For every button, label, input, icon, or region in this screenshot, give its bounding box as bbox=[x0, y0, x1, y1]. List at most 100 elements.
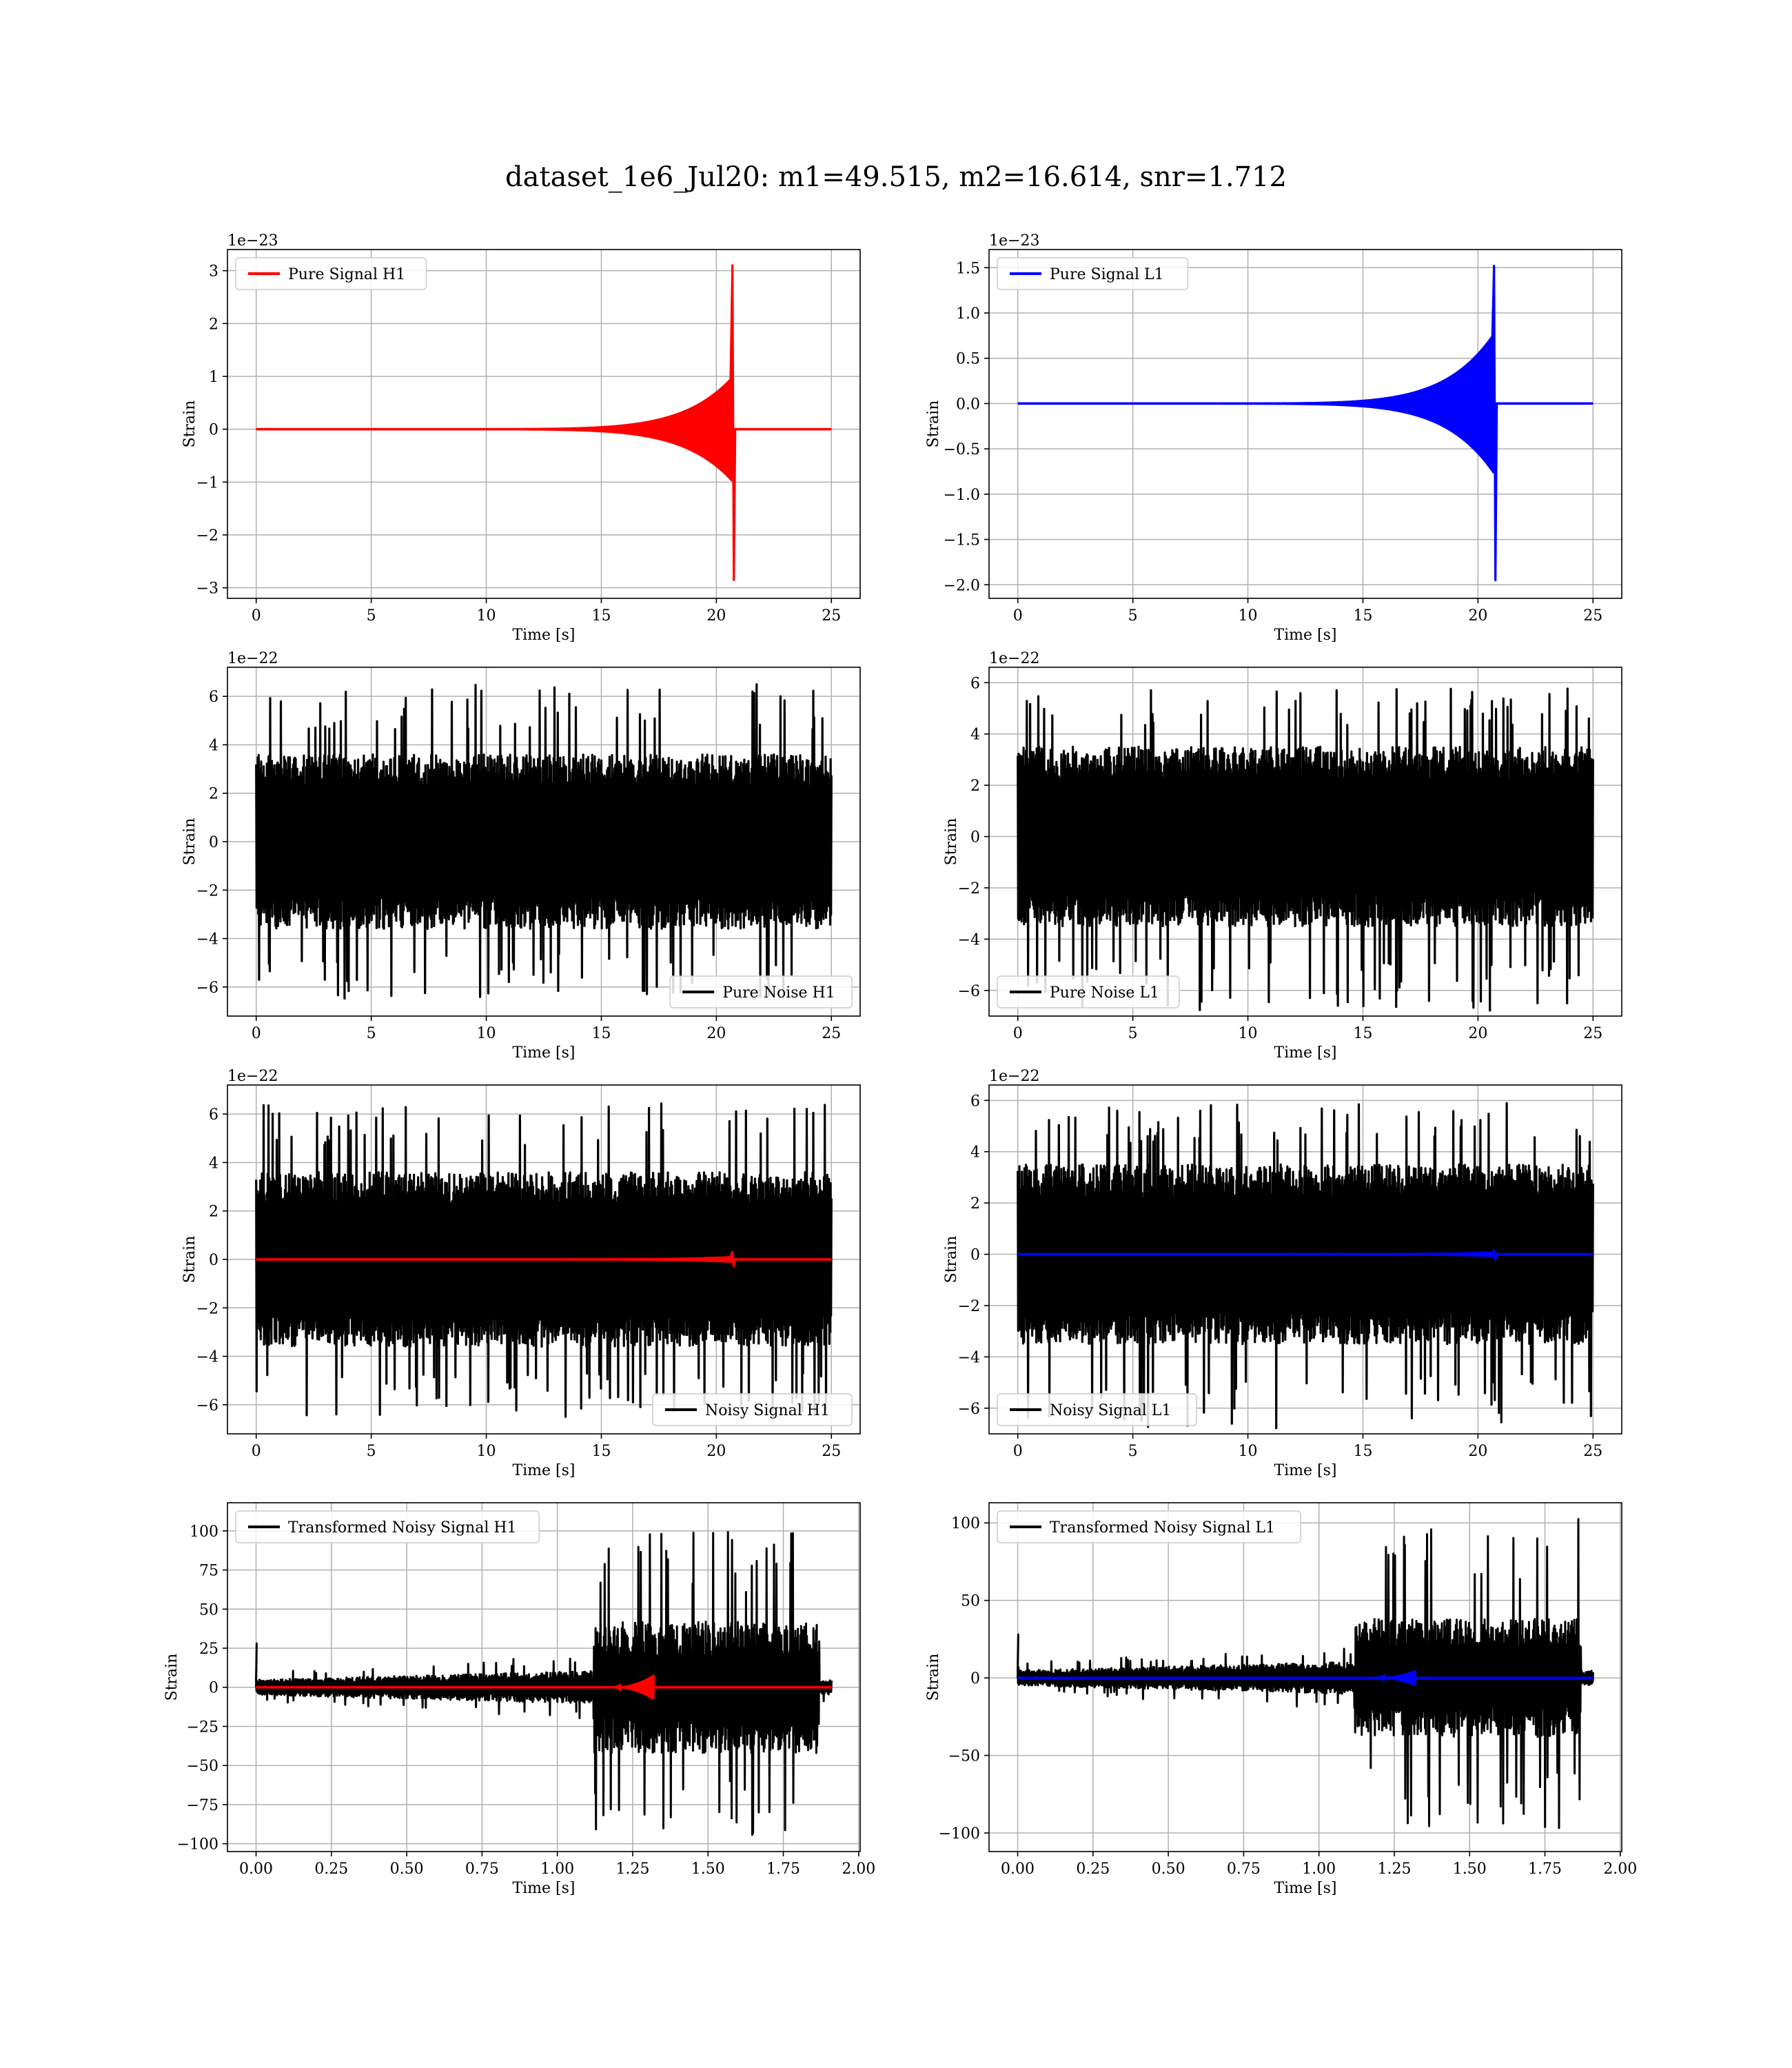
transformed-noisy-signal-l1-xtick-label-3: 0.75 bbox=[1227, 1861, 1261, 1878]
transformed-noisy-signal-h1-xtick-label-0: 0.00 bbox=[239, 1861, 273, 1878]
transformed-noisy-signal-h1-ytick-label-4: 0 bbox=[209, 1680, 218, 1697]
noisy-signal-l1-series-0 bbox=[1017, 1102, 1594, 1430]
pure-noise-l1-ytick-label-6: 6 bbox=[970, 675, 980, 692]
pure-signal-h1-xtick-label-5: 25 bbox=[822, 607, 841, 625]
noisy-signal-l1-xtick-label-0: 0 bbox=[1013, 1443, 1023, 1460]
pure-signal-h1-xlabel: Time [s] bbox=[512, 627, 575, 644]
transformed-noisy-signal-l1-frame bbox=[988, 1502, 1622, 1852]
noisy-signal-h1-axes: 0 5 10 15 20 25 −6 −4 −2 0 2 4 6 Time [s] Strain 1e−22 N… bbox=[181, 1068, 861, 1479]
pure-noise-h1-xtick-label-3: 15 bbox=[591, 1025, 611, 1042]
noisy-signal-h1-ytick-label-3: 0 bbox=[209, 1252, 218, 1269]
pure-signal-l1-ylabel: Strain bbox=[925, 401, 942, 448]
pure-signal-h1-ytick-label-5: 2 bbox=[209, 316, 218, 333]
pure-noise-l1-xtick-label-5: 25 bbox=[1583, 1025, 1602, 1042]
pure-signal-h1-ytick-label-3: 0 bbox=[209, 422, 218, 439]
pure-signal-h1-offset-text: 1e−23 bbox=[227, 232, 278, 250]
pure-noise-l1-legend-label: Pure Noise L1 bbox=[1050, 984, 1159, 1002]
noisy-signal-l1-ytick-label-0: −6 bbox=[958, 1401, 980, 1418]
pure-signal-h1-ytick-label-4: 1 bbox=[209, 369, 218, 386]
noisy-signal-h1-xlabel: Time [s] bbox=[512, 1462, 575, 1479]
noisy-signal-l1-ytick-label-3: 0 bbox=[970, 1247, 980, 1264]
pure-noise-l1-xlabel: Time [s] bbox=[1274, 1044, 1336, 1062]
pure-noise-l1-xtick-label-4: 20 bbox=[1468, 1025, 1487, 1042]
pure-signal-h1-xtick-label-2: 10 bbox=[477, 607, 496, 625]
transformed-noisy-signal-l1-ylabel: Strain bbox=[925, 1654, 942, 1701]
pure-signal-h1-legend: Pure Signal H1 bbox=[235, 257, 427, 290]
pure-signal-h1-xtick-label-1: 5 bbox=[367, 607, 376, 625]
pure-signal-l1-ytick-label-2: −1.0 bbox=[944, 487, 980, 504]
transformed-noisy-signal-h1-axes: 0.00 0.25 0.50 0.75 1.00 1.25 1.50 1.75 2.00 −100… bbox=[163, 1502, 875, 1897]
transformed-noisy-signal-h1-xtick-label-1: 0.25 bbox=[314, 1861, 348, 1878]
noisy-signal-h1-plot-area bbox=[255, 1102, 833, 1418]
transformed-noisy-signal-h1-ytick-label-0: −100 bbox=[177, 1836, 218, 1854]
pure-noise-h1-xtick-label-4: 20 bbox=[706, 1025, 726, 1042]
transformed-noisy-signal-h1-series-1 bbox=[609, 1674, 655, 1700]
pure-noise-h1-xtick-label-1: 5 bbox=[367, 1025, 376, 1042]
pure-signal-h1-xtick-label-3: 15 bbox=[591, 607, 611, 625]
transformed-noisy-signal-l1-axes: 0.00 0.25 0.50 0.75 1.00 1.25 1.50 1.75 2.00 −100… bbox=[925, 1502, 1637, 1897]
noisy-signal-l1-xtick-label-3: 15 bbox=[1353, 1443, 1372, 1460]
transformed-noisy-signal-l1-xlabel: Time [s] bbox=[1274, 1880, 1336, 1897]
noisy-signal-l1-legend-label: Noisy Signal L1 bbox=[1050, 1402, 1171, 1419]
pure-noise-h1-xtick-label-0: 0 bbox=[252, 1025, 261, 1042]
pure-noise-l1-ytick-label-0: −6 bbox=[958, 983, 980, 1000]
noisy-signal-h1-xtick-label-1: 5 bbox=[367, 1443, 376, 1460]
noisy-signal-l1-xtick-label-4: 20 bbox=[1468, 1443, 1487, 1460]
transformed-noisy-signal-h1-ytick-label-2: −50 bbox=[187, 1758, 218, 1775]
pure-signal-h1-ytick-label-1: −2 bbox=[196, 527, 218, 545]
pure-noise-l1-ytick-label-1: −4 bbox=[958, 931, 980, 949]
pure-noise-l1-ylabel: Strain bbox=[943, 818, 960, 866]
noisy-signal-l1-offset-text: 1e−22 bbox=[989, 1068, 1039, 1085]
pure-signal-h1-xtick-label-4: 20 bbox=[706, 607, 726, 625]
transformed-noisy-signal-l1-xtick-label-4: 1.00 bbox=[1302, 1861, 1336, 1878]
pure-signal-h1-xtick-label-0: 0 bbox=[252, 607, 261, 625]
pure-signal-h1-ylabel: Strain bbox=[181, 401, 198, 448]
transformed-noisy-signal-h1-xtick-label-4: 1.00 bbox=[540, 1861, 574, 1878]
noisy-signal-l1-ytick-label-4: 2 bbox=[970, 1195, 980, 1213]
transformed-noisy-signal-h1-ylabel: Strain bbox=[163, 1654, 181, 1701]
noisy-signal-l1-ytick-label-1: −4 bbox=[958, 1349, 980, 1366]
pure-signal-h1-frame bbox=[227, 249, 861, 599]
pure-noise-l1-xtick-label-1: 5 bbox=[1128, 1025, 1138, 1042]
pure-signal-h1-ytick-label-0: −3 bbox=[196, 580, 218, 598]
pure-noise-h1-ytick-label-1: −4 bbox=[196, 931, 218, 949]
pure-signal-l1-ytick-label-3: −0.5 bbox=[944, 441, 980, 458]
noisy-signal-l1-ytick-label-5: 4 bbox=[970, 1144, 980, 1162]
pure-signal-l1-offset-text: 1e−23 bbox=[989, 232, 1039, 250]
transformed-noisy-signal-h1-xtick-label-6: 1.50 bbox=[691, 1861, 725, 1878]
pure-noise-l1-offset-text: 1e−22 bbox=[989, 650, 1039, 667]
transformed-noisy-signal-h1-ytick-label-6: 50 bbox=[199, 1601, 218, 1619]
noisy-signal-l1-xtick-label-1: 5 bbox=[1128, 1443, 1138, 1460]
noisy-signal-l1-frame bbox=[988, 1084, 1622, 1435]
pure-noise-l1-xtick-label-2: 10 bbox=[1239, 1025, 1258, 1042]
pure-noise-h1-offset-text: 1e−22 bbox=[227, 650, 278, 667]
transformed-noisy-signal-l1-xtick-label-8: 2.00 bbox=[1603, 1861, 1637, 1878]
pure-signal-l1-ytick-label-5: 0.5 bbox=[956, 351, 980, 368]
noisy-signal-h1-ytick-label-4: 2 bbox=[209, 1204, 218, 1221]
pure-signal-l1-ytick-label-0: −2.0 bbox=[944, 577, 980, 594]
transformed-noisy-signal-h1-frame bbox=[227, 1502, 861, 1852]
pure-noise-h1-xtick-label-2: 10 bbox=[477, 1025, 496, 1042]
figure-title: dataset_1e6_Jul20: m1=49.515, m2=16.614,… bbox=[505, 161, 1287, 193]
pure-signal-h1-ytick-label-2: −1 bbox=[196, 474, 218, 491]
noisy-signal-l1-xtick-label-2: 10 bbox=[1239, 1443, 1258, 1460]
transformed-noisy-signal-h1-ytick-label-7: 75 bbox=[199, 1563, 218, 1580]
pure-noise-h1-xtick-label-5: 25 bbox=[822, 1025, 841, 1042]
noisy-signal-h1-ytick-label-0: −6 bbox=[196, 1397, 218, 1415]
noisy-signal-h1-legend: Noisy Signal H1 bbox=[652, 1393, 853, 1426]
transformed-noisy-signal-l1-legend-box bbox=[997, 1510, 1301, 1543]
pure-noise-h1-xlabel: Time [s] bbox=[512, 1044, 575, 1062]
pure-signal-l1-axes: 0 5 10 15 20 25 −2.0 −1.5 −1.0 −0.5 0.0 0.5 1.0 1.5 Ti… bbox=[925, 232, 1622, 644]
pure-noise-h1-ytick-label-4: 2 bbox=[209, 786, 218, 803]
noisy-signal-h1-xtick-label-2: 10 bbox=[477, 1443, 496, 1460]
pure-noise-l1-xtick-label-0: 0 bbox=[1013, 1025, 1023, 1042]
noisy-signal-l1-legend-box bbox=[997, 1393, 1197, 1426]
pure-signal-l1-xtick-label-3: 15 bbox=[1353, 607, 1372, 625]
pure-signal-l1-xlabel: Time [s] bbox=[1274, 627, 1336, 644]
noisy-signal-l1-axes: 0 5 10 15 20 25 −6 −4 −2 0 2 4 6 Time [s] Strain 1e−22 N… bbox=[943, 1068, 1622, 1479]
transformed-noisy-signal-h1-legend-box bbox=[235, 1510, 540, 1543]
transformed-noisy-signal-l1-legend-label: Transformed Noisy Signal L1 bbox=[1050, 1519, 1275, 1537]
pure-signal-h1-plot-area bbox=[255, 264, 833, 581]
